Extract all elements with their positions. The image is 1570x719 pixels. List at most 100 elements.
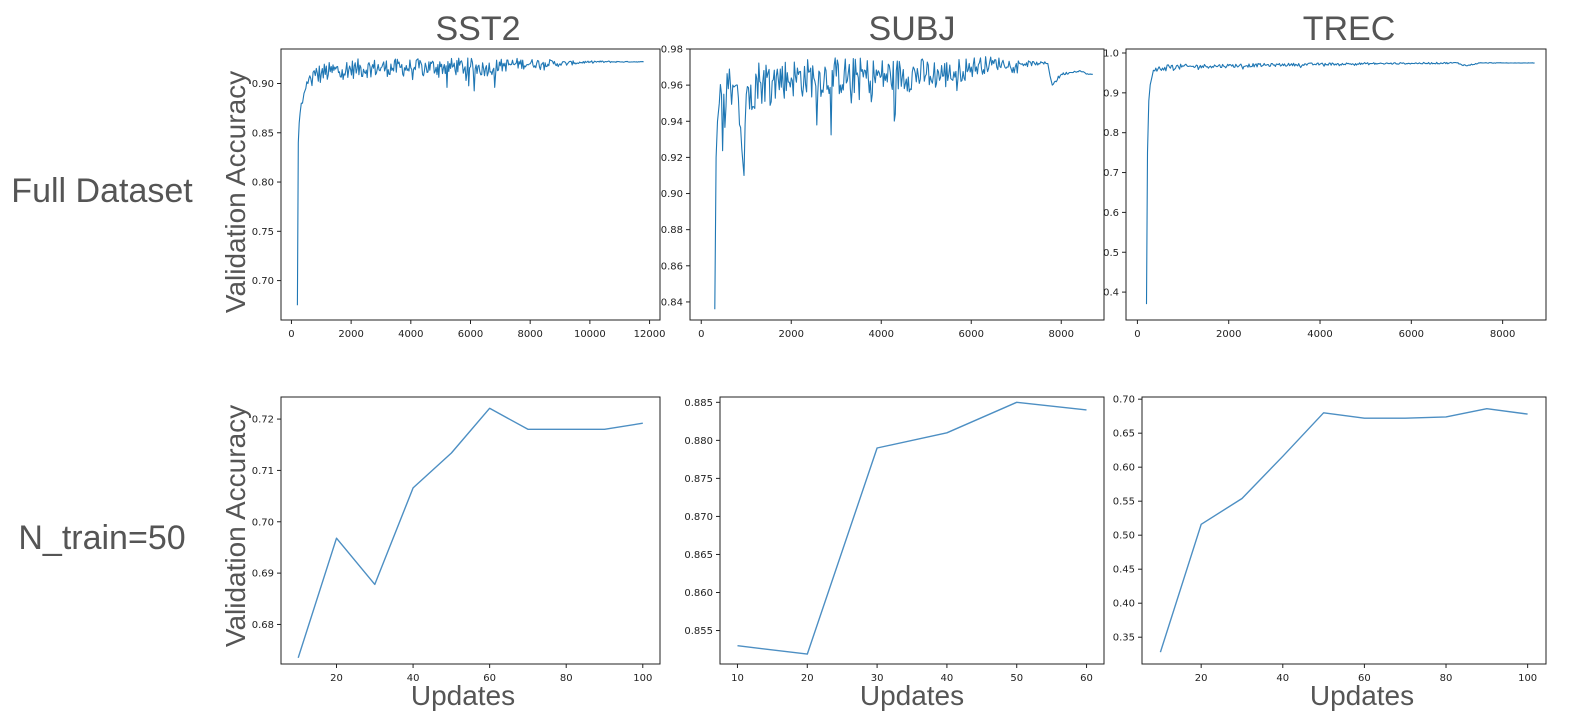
panel-subj-n50: 10 20 30 40 50 60 0.855 0.860 0.865 0.870 0.875 0.8… (684, 396, 1105, 684)
panel-trec-n50: 20 40 60 80 100 0.35 0.40 0.45 0.50 0.55 0.60 0.65 0… (1113, 395, 1547, 684)
x-axis-label-subj: Updates (860, 680, 964, 711)
x-axis-label-trec: Updates (1310, 680, 1414, 711)
series-line-trec-full-0 (1145, 61, 1535, 305)
series-line-subj-n50-0 (737, 401, 1087, 655)
column-title-subj: SUBJ (869, 10, 956, 48)
y-tick-label-subj-full: 0.92 (661, 153, 683, 164)
y-tick-label-subj-n50: 0.860 (684, 588, 713, 599)
x-tick-label-trec-n50: 80 (1440, 673, 1453, 684)
y-tick-label-trec-n50: 0.65 (1113, 429, 1135, 440)
y-tick-label-trec-n50: 0.40 (1113, 599, 1135, 610)
x-tick-label-subj-n50: 60 (1080, 673, 1093, 684)
x-tick-label-sst2-full: 12000 (634, 329, 666, 340)
series-line-sst2-full-0 (296, 57, 644, 306)
y-tick-label-trec-full: 1.0 (1103, 48, 1119, 59)
y-tick-label-sst2-n50: 0.68 (252, 620, 274, 631)
y-tick-label-subj-full: 0.90 (661, 189, 683, 200)
x-tick-label-subj-full: 0 (698, 329, 704, 340)
y-tick-label-trec-n50: 0.45 (1113, 565, 1135, 576)
y-tick-label-sst2-full: 0.80 (252, 178, 274, 189)
y-tick-label-trec-full: 0.6 (1103, 208, 1119, 219)
y-tick-label-subj-full: 0.96 (661, 81, 683, 92)
y-tick-label-trec-n50: 0.55 (1113, 497, 1135, 508)
x-tick-label-sst2-n50: 20 (330, 673, 343, 684)
x-tick-label-sst2-n50: 100 (633, 673, 652, 684)
series-line-trec-n50-0 (1159, 408, 1528, 653)
y-tick-label-subj-n50: 0.875 (684, 474, 713, 485)
x-tick-label-subj-n50: 40 (941, 673, 954, 684)
y-axis-label-bottom: Validation Accuracy (220, 405, 251, 647)
x-tick-label-trec-n50: 100 (1518, 673, 1537, 684)
plot-frame-trec-n50 (1141, 396, 1547, 665)
column-title-sst2: SST2 (435, 10, 520, 48)
x-tick-label-trec-n50: 40 (1276, 673, 1289, 684)
x-tick-label-trec-full: 2000 (1216, 329, 1241, 340)
x-tick-label-subj-full: 8000 (1049, 329, 1074, 340)
x-tick-label-subj-n50: 30 (871, 673, 884, 684)
x-tick-label-trec-n50: 20 (1195, 673, 1208, 684)
x-tick-label-subj-n50: 10 (731, 673, 744, 684)
y-tick-label-subj-n50: 0.880 (684, 436, 713, 447)
x-tick-label-trec-full: 6000 (1399, 329, 1424, 340)
y-tick-label-subj-n50: 0.865 (684, 550, 713, 561)
row-label-n-train: N_train=50 (18, 519, 185, 557)
x-tick-label-trec-full: 0 (1134, 329, 1140, 340)
plot-frame-sst2-full (280, 48, 661, 321)
x-tick-label-sst2-n50: 80 (560, 673, 573, 684)
x-tick-label-sst2-full: 0 (288, 329, 294, 340)
y-tick-label-subj-n50: 0.870 (684, 512, 713, 523)
y-tick-label-trec-full: 0.7 (1103, 168, 1119, 179)
y-tick-label-sst2-n50: 0.72 (252, 415, 274, 426)
x-tick-label-sst2-full: 4000 (398, 329, 423, 340)
plot-frame-sst2-n50 (280, 396, 661, 665)
y-tick-label-subj-full: 0.84 (661, 297, 683, 308)
y-tick-label-trec-n50: 0.70 (1113, 395, 1135, 406)
y-tick-label-sst2-n50: 0.70 (252, 517, 274, 528)
y-tick-label-subj-n50: 0.855 (684, 626, 713, 637)
y-tick-label-subj-full: 0.88 (661, 225, 683, 236)
x-tick-label-subj-full: 6000 (959, 329, 984, 340)
x-tick-label-sst2-full: 10000 (574, 329, 606, 340)
x-tick-label-trec-n50: 60 (1358, 673, 1371, 684)
panel-trec-full: 0 2000 4000 6000 8000 0.4 0.5 0.6 0.7 0.8 0.9 1.0 (1103, 48, 1547, 340)
x-tick-label-sst2-full: 6000 (458, 329, 483, 340)
x-tick-label-subj-full: 4000 (869, 329, 894, 340)
plot-frame-trec-full (1125, 48, 1547, 321)
y-tick-label-trec-n50: 0.35 (1113, 633, 1135, 644)
y-tick-label-trec-full: 0.9 (1103, 88, 1119, 99)
y-tick-label-sst2-full: 0.75 (252, 227, 274, 238)
panel-sst2-full: 0 2000 4000 6000 8000 10000 12000 0.70 0.75 0.80 0… (252, 48, 666, 340)
y-tick-label-trec-n50: 0.50 (1113, 531, 1135, 542)
y-tick-label-trec-full: 0.5 (1103, 248, 1119, 259)
x-tick-label-trec-full: 4000 (1307, 329, 1332, 340)
x-axis-label-sst2: Updates (411, 680, 515, 711)
series-line-sst2-n50-0 (297, 407, 643, 659)
y-tick-label-sst2-full: 0.70 (252, 276, 274, 287)
y-tick-label-subj-full: 0.98 (661, 45, 683, 56)
x-tick-label-sst2-full: 8000 (517, 329, 542, 340)
x-tick-label-sst2-full: 2000 (338, 329, 363, 340)
x-tick-label-subj-full: 2000 (779, 329, 804, 340)
y-tick-label-sst2-n50: 0.69 (252, 569, 274, 580)
x-tick-label-sst2-n50: 40 (407, 673, 420, 684)
y-tick-label-subj-n50: 0.885 (684, 398, 713, 409)
x-tick-label-sst2-n50: 60 (483, 673, 496, 684)
y-axis-label-top: Validation Accuracy (220, 71, 251, 313)
x-tick-label-subj-n50: 20 (801, 673, 814, 684)
column-title-trec: TREC (1303, 10, 1396, 48)
panel-subj-full: 0 2000 4000 6000 8000 0.84 0.86 0.88 0.90 0.92 0.9… (661, 45, 1105, 340)
y-tick-label-subj-full: 0.86 (661, 261, 683, 272)
plot-frame-subj-full (689, 48, 1105, 321)
plot-frame-subj-n50 (719, 396, 1105, 665)
y-tick-label-trec-full: 0.8 (1103, 128, 1119, 139)
series-line-subj-full-0 (714, 56, 1093, 310)
panel-sst2-n50: 20 40 60 80 100 0.68 0.69 0.70 0.71 0.72 (252, 396, 661, 684)
y-tick-label-sst2-full: 0.90 (252, 79, 274, 90)
y-tick-label-sst2-full: 0.85 (252, 128, 274, 139)
y-tick-label-sst2-n50: 0.71 (252, 466, 274, 477)
x-tick-label-subj-n50: 50 (1010, 673, 1023, 684)
x-tick-label-trec-full: 8000 (1490, 329, 1515, 340)
row-label-full-dataset: Full Dataset (11, 172, 193, 210)
y-tick-label-subj-full: 0.94 (661, 117, 683, 128)
